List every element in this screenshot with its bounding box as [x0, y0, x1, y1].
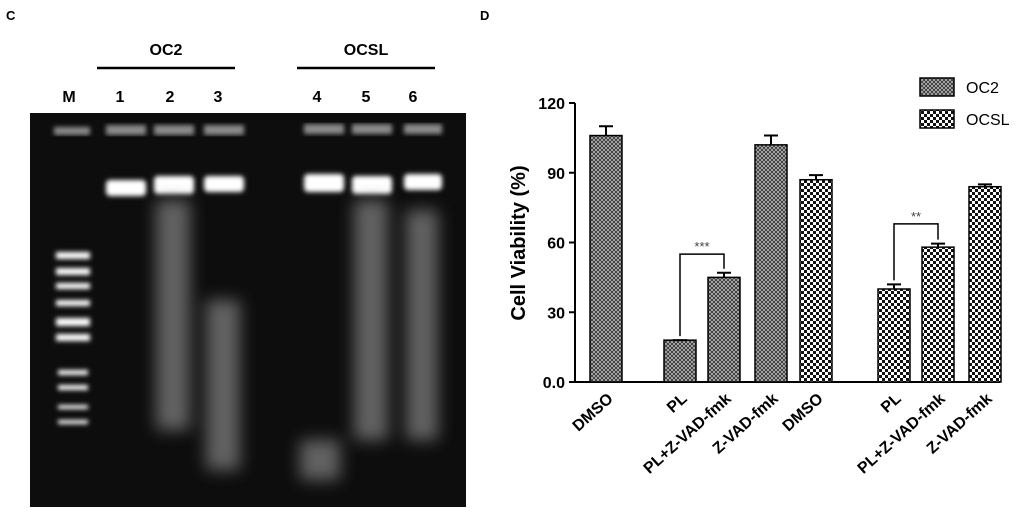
legend-label: OC2 [966, 80, 999, 97]
legend-swatch [919, 109, 955, 129]
significance-bracket [893, 223, 939, 281]
significance-label: ** [911, 209, 921, 224]
significance-bracket [679, 253, 725, 337]
error-bar [887, 283, 901, 289]
group-label: OCSL [344, 42, 389, 59]
bar [968, 185, 1002, 383]
lane-label: 3 [214, 89, 223, 106]
y-tick-label: 120 [538, 96, 565, 113]
bar [707, 276, 741, 383]
lane-label: 6 [409, 89, 418, 106]
error-bar [978, 183, 992, 187]
y-tick-label: 60 [547, 236, 565, 253]
lane-label: 1 [116, 89, 125, 106]
error-bar [717, 271, 731, 278]
lane-label: 4 [313, 89, 322, 106]
x-tick-label: PL [664, 390, 691, 416]
x-tick-label: DMSO [780, 390, 827, 435]
error-bar [599, 125, 613, 136]
gel-image [30, 113, 466, 507]
bar [799, 178, 833, 383]
bar [663, 339, 697, 383]
error-bar [931, 242, 945, 248]
panel-label: D [480, 8, 489, 23]
significance-label: *** [694, 239, 709, 254]
x-tick-label: PL [878, 390, 905, 416]
legend-label: OCSL [966, 112, 1010, 129]
legend-swatch [919, 77, 955, 97]
x-tick-label: DMSO [570, 390, 617, 435]
group-label: OC2 [150, 42, 183, 59]
lane-label: 5 [362, 89, 371, 106]
y-tick-label: 90 [547, 166, 565, 183]
y-axis-label: Cell Viability (%) [508, 165, 530, 320]
y-tick-label: 0.0 [543, 375, 565, 392]
bar [921, 246, 955, 383]
lane-label: 2 [166, 89, 175, 106]
bar [589, 134, 623, 383]
error-bar [764, 134, 778, 145]
lane-label: M [62, 89, 75, 106]
error-bar [809, 174, 823, 180]
y-tick-label: 30 [547, 305, 565, 322]
bar [877, 288, 911, 383]
bar [754, 144, 788, 383]
panel-label: C [6, 8, 16, 23]
